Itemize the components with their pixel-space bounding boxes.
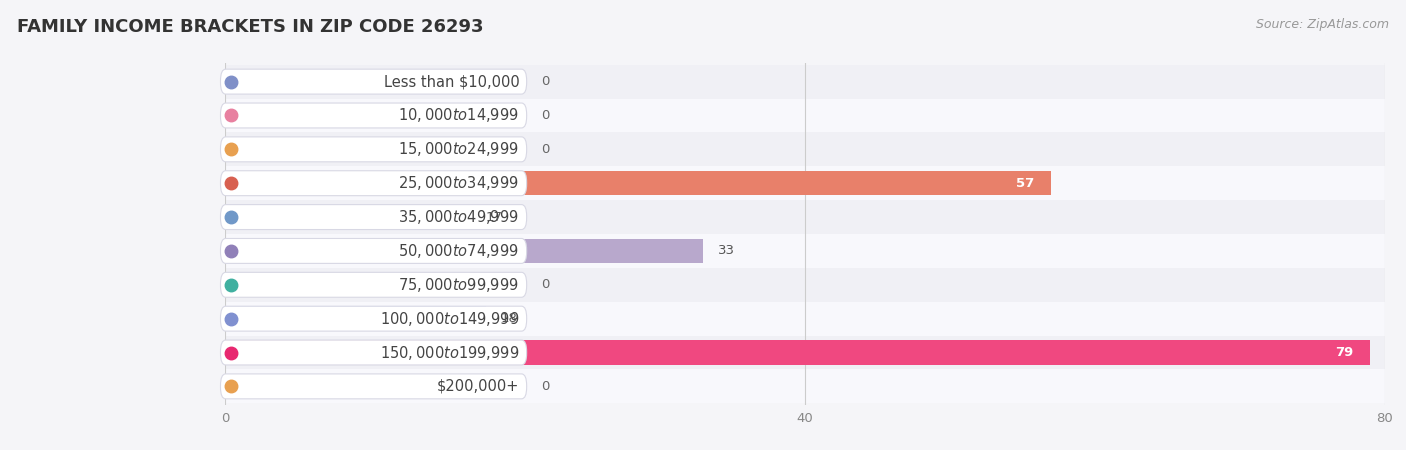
Text: 18: 18 xyxy=(501,312,517,325)
Text: 0: 0 xyxy=(541,380,550,393)
FancyBboxPatch shape xyxy=(221,171,527,196)
Text: Source: ZipAtlas.com: Source: ZipAtlas.com xyxy=(1256,18,1389,31)
Bar xyxy=(225,205,471,229)
Text: $15,000 to $24,999: $15,000 to $24,999 xyxy=(398,140,519,158)
Text: $50,000 to $74,999: $50,000 to $74,999 xyxy=(398,242,519,260)
Text: $35,000 to $49,999: $35,000 to $49,999 xyxy=(398,208,519,226)
Text: FAMILY INCOME BRACKETS IN ZIP CODE 26293: FAMILY INCOME BRACKETS IN ZIP CODE 26293 xyxy=(17,18,484,36)
FancyBboxPatch shape xyxy=(221,205,527,230)
FancyBboxPatch shape xyxy=(221,340,527,365)
Bar xyxy=(225,65,1385,99)
Text: $10,000 to $14,999: $10,000 to $14,999 xyxy=(398,107,519,125)
Text: $25,000 to $34,999: $25,000 to $34,999 xyxy=(398,174,519,192)
Bar xyxy=(225,234,1385,268)
FancyBboxPatch shape xyxy=(221,374,527,399)
Bar xyxy=(225,302,1385,336)
Bar xyxy=(225,99,1385,132)
Bar xyxy=(225,171,1052,195)
Bar xyxy=(225,166,1385,200)
Text: 57: 57 xyxy=(1015,177,1033,190)
Bar xyxy=(225,336,1385,369)
Text: $100,000 to $149,999: $100,000 to $149,999 xyxy=(380,310,519,328)
Text: 0: 0 xyxy=(541,75,550,88)
FancyBboxPatch shape xyxy=(221,69,527,94)
FancyBboxPatch shape xyxy=(221,137,527,162)
FancyBboxPatch shape xyxy=(221,306,527,331)
Text: $200,000+: $200,000+ xyxy=(437,379,519,394)
Bar xyxy=(225,306,486,331)
Text: 0: 0 xyxy=(541,109,550,122)
Bar xyxy=(225,200,1385,234)
FancyBboxPatch shape xyxy=(221,103,527,128)
FancyBboxPatch shape xyxy=(221,238,527,263)
Bar xyxy=(225,268,1385,302)
Text: 79: 79 xyxy=(1334,346,1353,359)
Bar xyxy=(225,132,1385,166)
Text: $75,000 to $99,999: $75,000 to $99,999 xyxy=(398,276,519,294)
Text: 33: 33 xyxy=(718,244,735,257)
Text: Less than $10,000: Less than $10,000 xyxy=(384,74,519,89)
Bar xyxy=(225,369,1385,403)
Text: 17: 17 xyxy=(486,211,503,224)
FancyBboxPatch shape xyxy=(221,272,527,297)
Bar xyxy=(225,239,703,263)
Text: $150,000 to $199,999: $150,000 to $199,999 xyxy=(380,343,519,361)
Text: 0: 0 xyxy=(541,143,550,156)
Bar xyxy=(225,340,1371,364)
Text: 0: 0 xyxy=(541,278,550,291)
